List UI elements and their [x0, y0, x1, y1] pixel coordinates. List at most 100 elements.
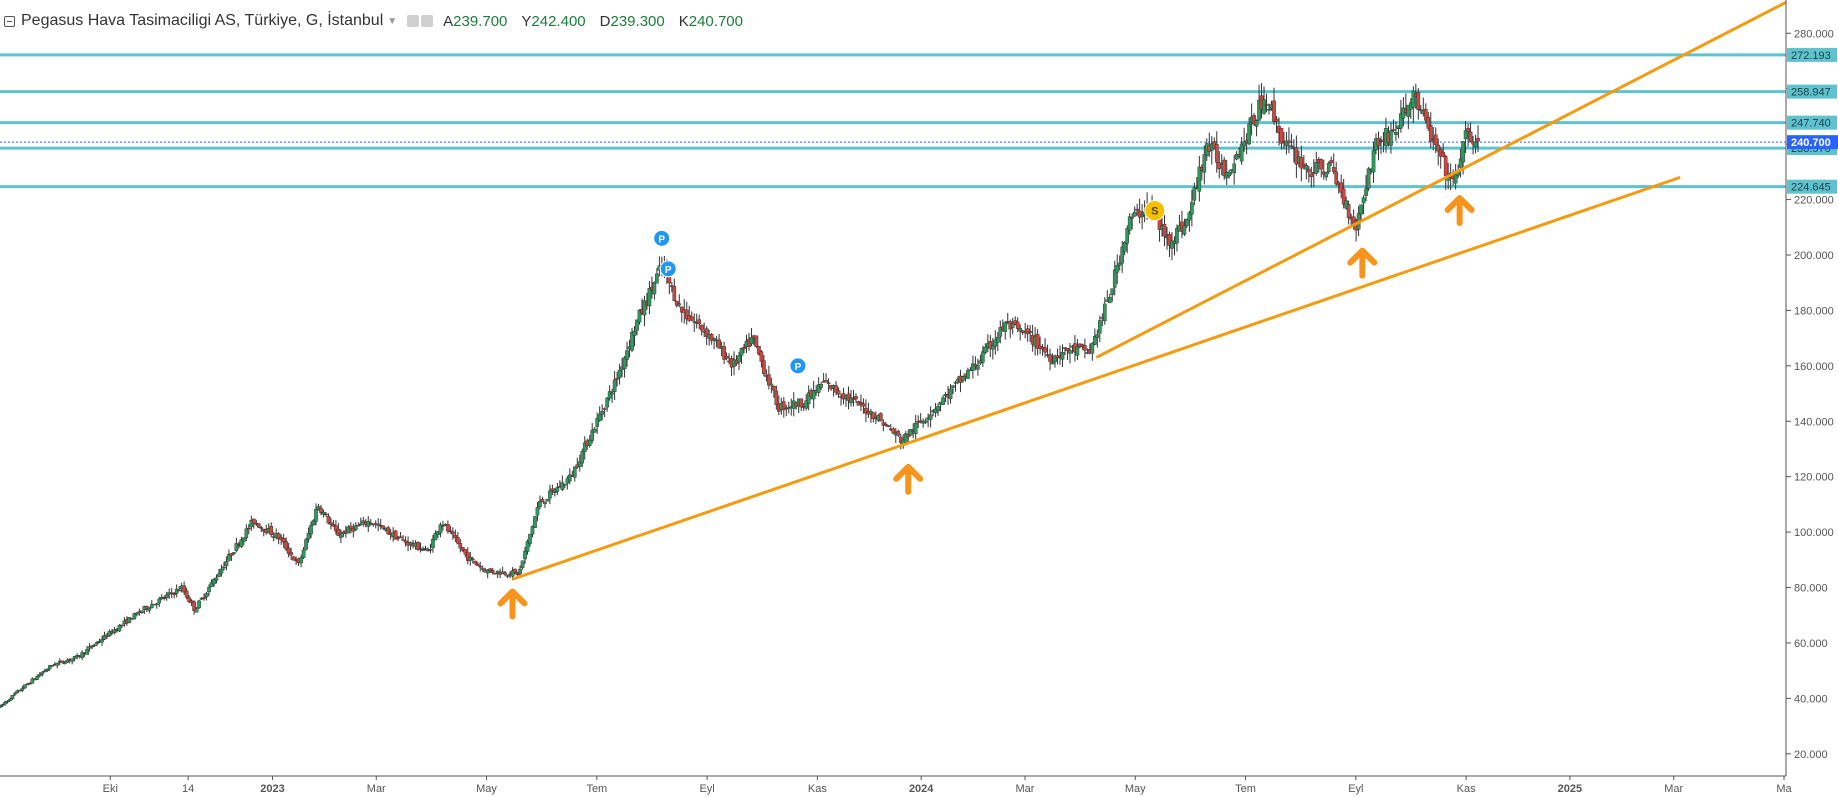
candle-body [610, 392, 614, 395]
split-marker[interactable]: S [1144, 200, 1166, 222]
candle-body [630, 331, 634, 351]
trend-line[interactable] [1095, 0, 1790, 359]
up-arrow-head [1444, 195, 1475, 213]
time-tick-label: May [1125, 783, 1146, 795]
candle-body [941, 397, 945, 405]
candle-body [1065, 347, 1070, 352]
candle-body [286, 547, 291, 554]
candle-body [281, 538, 286, 543]
candle-body [1299, 157, 1304, 169]
candle-body [1090, 343, 1095, 354]
candle-body [684, 309, 689, 320]
candle-body [928, 414, 933, 420]
candle-body [1125, 228, 1129, 244]
candle-body [1426, 116, 1431, 129]
candle-body [625, 350, 629, 360]
up-arrow-icon[interactable] [1347, 247, 1378, 279]
gear-icon[interactable] [421, 15, 434, 27]
candle-body [314, 509, 318, 522]
chevron-down-icon[interactable]: ▼ [387, 15, 398, 27]
candle-body [162, 597, 167, 599]
eye-icon[interactable] [407, 15, 420, 27]
candle-body [182, 585, 186, 593]
candle-body [548, 490, 552, 499]
candle-body [513, 568, 517, 573]
candle-body [1389, 130, 1393, 146]
up-arrow-icon[interactable] [893, 463, 924, 495]
candle-body [672, 286, 677, 301]
candle-body [184, 590, 189, 598]
trend-line[interactable] [512, 175, 1681, 581]
candle-body [1366, 168, 1371, 189]
candle-body [1443, 156, 1448, 177]
level-tag [1787, 84, 1837, 99]
candle-body [456, 537, 460, 544]
candle-body [242, 537, 246, 542]
candle-body [354, 525, 358, 530]
candle-body [1329, 160, 1334, 164]
candle-body [0, 705, 2, 708]
candle-body [401, 539, 405, 541]
ohlc-close: K240.700 [678, 12, 743, 30]
candle-body [28, 682, 32, 685]
candle-body [995, 336, 1000, 343]
candle-body [1202, 154, 1207, 173]
time-axis[interactable]: Eki 14 2023 Mar May Tem Eyl Kas 2024 Mar May Tem Eyl… [0, 775, 1793, 795]
candle-body [592, 428, 597, 433]
candle-body [446, 523, 450, 532]
candle-body [1331, 167, 1336, 172]
time-tick-label: Tem [1235, 783, 1256, 795]
candle-body [35, 676, 40, 680]
candle-body [212, 579, 216, 585]
up-arrow-icon[interactable] [497, 588, 528, 620]
candle-body [157, 598, 162, 604]
dividend-marker[interactable]: P [659, 260, 677, 278]
candle-body [560, 482, 565, 490]
candle-body [207, 587, 211, 593]
candle-body [774, 390, 779, 405]
candle-body [692, 321, 697, 323]
collapse-icon[interactable] [4, 15, 15, 27]
candle-body [652, 281, 657, 295]
candle-body [1010, 322, 1015, 328]
candle-body [461, 547, 465, 551]
candle-body [38, 674, 42, 676]
marker-label: P [665, 265, 672, 276]
symbol-title[interactable]: Pegasus Hava Tasimaciligi AS, Türkiye, G… [21, 12, 384, 29]
time-tick-label: Eyl [1348, 783, 1363, 795]
candle-body [187, 597, 191, 603]
candle-body [219, 568, 224, 574]
candle-body [50, 665, 55, 667]
candle-body [224, 561, 229, 567]
candle-body [568, 474, 572, 482]
candle-body [339, 534, 343, 538]
candle-body [488, 568, 492, 572]
price-tick-label: 280.000 [1794, 28, 1834, 40]
candle-body [135, 612, 139, 615]
candle-body [540, 499, 545, 503]
candle-body [5, 700, 10, 703]
candle-body [981, 351, 985, 363]
candle-body [1423, 108, 1428, 121]
plot-area[interactable]: P P P S [0, 0, 1790, 708]
time-tick-label: Mar [1664, 783, 1683, 795]
candle-body [523, 550, 527, 560]
candle-body [431, 538, 435, 548]
marker-circle [653, 229, 671, 247]
candle-body [47, 665, 52, 669]
up-arrow-icon[interactable] [1444, 195, 1475, 226]
candle-body [742, 347, 746, 350]
candle-body [470, 558, 475, 560]
candle-body [1242, 141, 1246, 147]
candle-body [782, 401, 786, 411]
candle-body [1264, 104, 1269, 106]
candle-body [1214, 144, 1219, 163]
dividend-marker[interactable]: P [789, 357, 807, 375]
dividend-marker[interactable]: P [653, 229, 671, 247]
candle-body [356, 524, 361, 527]
price-axis[interactable]: 20.000 40.000 60.000 80.000 100.000 120.000 14… [1785, 0, 1838, 776]
candle-body [361, 520, 366, 523]
study-settings-icons[interactable] [407, 15, 434, 27]
candle-body [192, 601, 196, 611]
